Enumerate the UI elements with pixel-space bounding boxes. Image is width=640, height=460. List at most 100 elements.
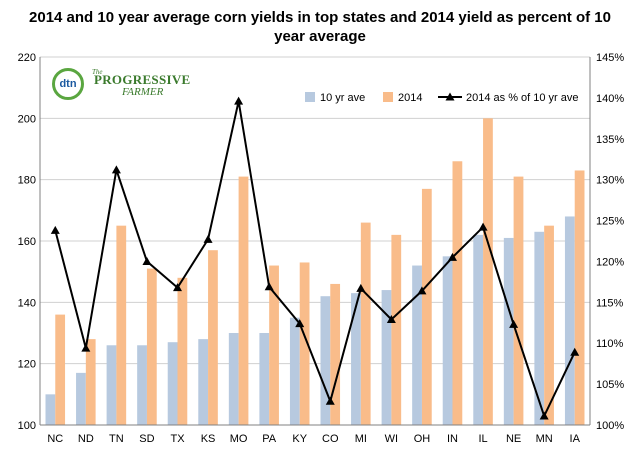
bar-2014 — [330, 283, 341, 425]
bar-10yr-ave — [76, 372, 86, 425]
x-tick-label: IL — [478, 433, 487, 445]
x-tick-label: TX — [170, 433, 185, 445]
bar-2014 — [574, 170, 585, 425]
bar-10yr-ave — [198, 339, 209, 425]
y-left-tick-label: 120 — [18, 359, 36, 371]
bar-2014 — [269, 265, 279, 425]
chart-title: 2014 and 10 year average corn yields in … — [29, 9, 611, 45]
pct-marker — [478, 222, 488, 231]
bar-2014 — [85, 339, 96, 425]
y-left-tick-label: 220 — [18, 52, 36, 64]
x-tick-label: NE — [506, 433, 521, 445]
x-tick-label: PA — [262, 433, 277, 445]
pct-marker — [264, 282, 274, 291]
y-right-tick-label: 145% — [596, 52, 624, 64]
bar-10yr-ave — [412, 265, 422, 425]
y-right-tick-label: 115% — [596, 297, 624, 309]
y-left-tick-label: 180 — [18, 175, 36, 187]
bar-10yr-ave — [473, 234, 484, 425]
legend-swatch-2014 — [383, 92, 393, 102]
bar-2014 — [452, 161, 463, 425]
pct-marker — [417, 286, 427, 295]
axis-layer: 100 120 140 160 180 200 220 100% 105% 110% 115% 120… — [18, 52, 625, 445]
y-left-tick-label: 160 — [18, 236, 36, 248]
bar-10yr-ave — [137, 345, 147, 425]
bar-10yr-ave — [503, 237, 514, 425]
x-tick-label: NC — [47, 433, 63, 445]
x-tick-label: KY — [292, 433, 307, 445]
x-tick-label: IA — [570, 433, 581, 445]
y-right-tick-label: 100% — [596, 420, 624, 432]
pct-line — [54, 100, 576, 419]
bar-10yr-ave — [351, 293, 361, 425]
bar-10yr-ave — [534, 231, 545, 425]
pct-marker — [325, 396, 335, 405]
pct-marker — [509, 319, 519, 328]
x-tick-label: CO — [322, 433, 339, 445]
legend-label-pct: 2014 as % of 10 yr ave — [466, 92, 579, 104]
bar-2014 — [55, 314, 66, 425]
y-right-tick-label: 135% — [596, 134, 624, 146]
pct-marker — [570, 347, 580, 356]
pct-marker — [356, 283, 366, 292]
x-tick-label: MI — [355, 433, 367, 445]
pct-marker — [295, 319, 305, 328]
x-tick-label: MN — [536, 433, 553, 445]
bar-2014 — [544, 225, 554, 425]
line-layer — [50, 96, 580, 420]
bar-2014 — [360, 222, 371, 425]
logo-line1: PROGRESSIVE — [94, 72, 191, 87]
bar-2014 — [177, 277, 188, 425]
bar-10yr-ave — [167, 342, 178, 425]
bar-2014 — [513, 176, 524, 425]
legend-label-2014: 2014 — [398, 92, 422, 104]
pct-marker — [539, 411, 549, 420]
bar-10yr-ave — [259, 333, 270, 425]
pct-marker — [386, 315, 396, 324]
bar-10yr-ave — [106, 345, 117, 425]
pct-marker — [173, 283, 182, 292]
bar-10yr-ave — [320, 296, 331, 425]
logo-prefix: The — [92, 68, 103, 76]
pct-marker — [203, 234, 213, 243]
x-tick-label: WI — [385, 433, 398, 445]
bar-2014 — [116, 225, 127, 425]
bar-layer — [45, 118, 585, 425]
pct-marker — [111, 165, 121, 174]
bar-2014 — [391, 234, 402, 425]
pct-marker — [142, 256, 152, 265]
bar-2014 — [208, 250, 218, 425]
y-right-tick-label: 120% — [596, 256, 624, 268]
y-right-tick-label: 130% — [596, 175, 624, 187]
legend-swatch-10yr — [305, 92, 315, 102]
x-tick-label: ND — [78, 433, 94, 445]
x-tick-label: OH — [414, 433, 431, 445]
dtn-logo-icon: dtn — [52, 68, 84, 100]
bar-2014 — [146, 268, 157, 425]
bar-10yr-ave — [381, 290, 392, 425]
progressive-farmer-logo: dtn The PROGRESSIVE FARMER — [52, 68, 190, 104]
y-left-tick-label: 200 — [18, 113, 36, 125]
logo-line2: FARMER — [122, 86, 164, 98]
bar-10yr-ave — [289, 317, 300, 425]
bar-2014 — [299, 262, 310, 425]
bar-2014 — [238, 176, 249, 425]
y-right-tick-label: 125% — [596, 216, 624, 228]
bar-2014 — [421, 188, 432, 425]
legend-label-10yr: 10 yr ave — [320, 92, 365, 104]
bar-2014 — [483, 118, 493, 425]
y-right-tick-label: 140% — [596, 93, 624, 105]
pct-marker — [234, 96, 244, 105]
y-left-tick-label: 140 — [18, 297, 36, 309]
x-tick-label: TN — [109, 433, 124, 445]
pct-marker — [448, 252, 457, 261]
pct-marker — [81, 343, 91, 352]
legend: 10 yr ave 2014 2014 as % of 10 yr ave — [305, 92, 579, 104]
bar-10yr-ave — [564, 216, 575, 425]
bar-10yr-ave — [228, 333, 239, 425]
x-tick-label: KS — [201, 433, 216, 445]
x-tick-label: SD — [139, 433, 154, 445]
y-left-tick-label: 100 — [18, 420, 36, 432]
